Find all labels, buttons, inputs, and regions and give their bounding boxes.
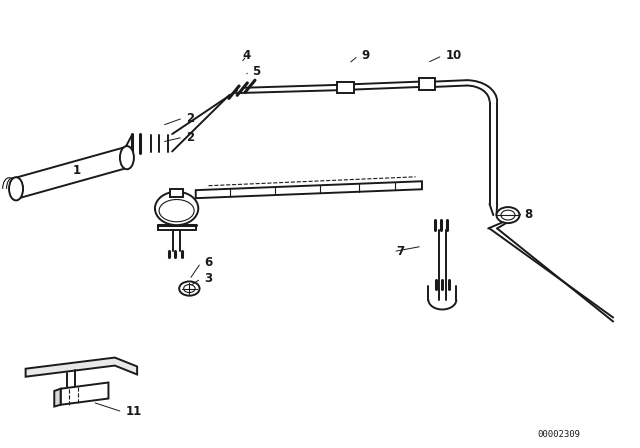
Text: 2: 2 <box>186 112 195 125</box>
Polygon shape <box>54 389 61 406</box>
Polygon shape <box>26 358 137 377</box>
FancyBboxPatch shape <box>337 82 354 93</box>
Text: 7: 7 <box>396 245 404 258</box>
Ellipse shape <box>155 192 198 225</box>
Text: 10: 10 <box>445 49 462 62</box>
Circle shape <box>501 210 515 220</box>
Circle shape <box>497 207 520 223</box>
Ellipse shape <box>120 146 134 169</box>
Polygon shape <box>196 181 422 198</box>
Text: 1: 1 <box>72 164 81 177</box>
Text: 4: 4 <box>243 49 251 62</box>
Text: 8: 8 <box>524 208 532 221</box>
Ellipse shape <box>159 199 194 222</box>
Text: 3: 3 <box>204 272 212 285</box>
Text: 00002309: 00002309 <box>538 430 580 439</box>
Text: 6: 6 <box>204 256 212 269</box>
FancyBboxPatch shape <box>419 78 435 90</box>
Bar <box>170 189 183 197</box>
Text: 2: 2 <box>186 131 195 144</box>
Circle shape <box>179 281 200 296</box>
Text: 11: 11 <box>125 405 142 418</box>
Circle shape <box>184 284 195 293</box>
Text: 5: 5 <box>252 65 260 78</box>
Ellipse shape <box>9 177 23 200</box>
Polygon shape <box>61 383 108 405</box>
Text: 9: 9 <box>362 49 370 62</box>
